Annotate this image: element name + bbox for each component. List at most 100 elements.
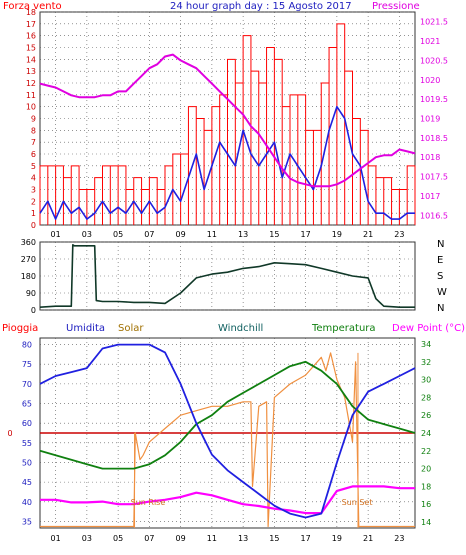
wind-axis-label: Forza vento (3, 1, 62, 12)
compass-label: N (437, 303, 444, 314)
wind-tick-label: 5 (31, 162, 36, 171)
humidity-tick-label: 55 (22, 439, 32, 448)
x-tick-label: 19 (332, 534, 342, 543)
compass-label: S (437, 271, 443, 282)
x-tick-label: 23 (394, 534, 404, 543)
pressure-tick-label: 1019 (420, 115, 440, 124)
x-tick-label: 19 (332, 230, 342, 239)
x-tick-label: 17 (301, 534, 311, 543)
pressure-tick-label: 1019.5 (420, 95, 448, 104)
temperature-tick-label: 16 (421, 500, 431, 509)
x-tick-label: 03 (82, 230, 92, 239)
humidity-tick-label: 40 (22, 498, 32, 507)
solar-series (40, 352, 415, 528)
humidity-tick-label: 70 (22, 380, 32, 389)
wind-tick-label: 0 (31, 221, 36, 230)
x-tick-label: 07 (144, 534, 154, 543)
rain-tick-label: 0 (7, 429, 12, 438)
wind-tick-label: 8 (31, 126, 36, 135)
wind-tick-label: 10 (26, 103, 36, 112)
chart-title: 24 hour graph day : 15 Agosto 2017 (170, 1, 352, 12)
x-tick-label: 11 (207, 534, 217, 543)
pressure-series (39, 53, 416, 188)
x-tick-label: 03 (82, 534, 92, 543)
compass-label: N (437, 239, 444, 250)
temperature-tick-label: 28 (421, 393, 431, 402)
x-tick-label: 21 (363, 230, 373, 239)
temperature-tick-label: 20 (421, 465, 431, 474)
pressure-tick-label: 1021 (420, 37, 440, 46)
x-tick-label: 11 (207, 230, 217, 239)
wind-tick-label: 18 (26, 8, 36, 17)
humidity-tick-label: 75 (22, 360, 32, 369)
humidity-series (39, 343, 416, 519)
pressure-tick-label: 1018.5 (420, 134, 448, 143)
sunset-label: Sun Set (342, 498, 373, 507)
legend-pioggia: Pioggia (2, 323, 38, 334)
direction-tick-label: 0 (31, 306, 36, 315)
sunrise-label: Sun Rise (131, 498, 166, 507)
dew-point-series (40, 485, 415, 515)
temperature-tick-label: 26 (421, 411, 431, 420)
x-tick-label: 01 (51, 534, 61, 543)
x-tick-label: 17 (301, 230, 311, 239)
wind-tick-label: 17 (26, 20, 36, 29)
wind-tick-label: 6 (31, 150, 36, 159)
wind-tick-label: 1 (31, 209, 36, 218)
temperature-tick-label: 18 (421, 482, 431, 491)
wind-tick-label: 15 (26, 44, 36, 53)
wind-tick-label: 7 (31, 138, 36, 147)
humidity-tick-label: 60 (22, 419, 32, 428)
humidity-tick-label: 45 (22, 478, 32, 487)
wind-tick-label: 3 (31, 186, 36, 195)
legend-windchill: Windchill (218, 323, 263, 334)
legend-dew-point: Dew Point (°C) (392, 323, 465, 334)
pressure-tick-label: 1018 (420, 153, 440, 162)
direction-tick-label: 180 (21, 272, 36, 281)
pressure-tick-label: 1020 (420, 76, 440, 85)
x-tick-label: 07 (144, 230, 154, 239)
pressure-tick-label: 1020.5 (420, 56, 448, 65)
wind-tick-label: 9 (31, 115, 36, 124)
temperature-tick-label: 34 (421, 340, 431, 349)
pressure-tick-label: 1021.5 (420, 18, 448, 27)
x-tick-label: 05 (113, 230, 123, 239)
pressure-tick-label: 1017.5 (420, 173, 448, 182)
wind-gust-series (39, 23, 416, 225)
wind-tick-label: 14 (26, 55, 36, 64)
direction-tick-label: 90 (26, 289, 36, 298)
pressure-axis-label: Pressione (372, 1, 420, 12)
x-tick-label: 15 (269, 534, 279, 543)
legend-temperatura: Temperatura (311, 323, 376, 334)
legend-solar: Solar (118, 323, 144, 334)
temperature-tick-label: 22 (421, 447, 431, 456)
humidity-tick-label: 50 (22, 458, 32, 467)
x-tick-label: 09 (176, 230, 186, 239)
temp-humidity-panel: 35 40 45 50 55 60 65 70 75 80 14 16 18 20 22 24 26 28 30 32… (2, 323, 465, 543)
temperature-tick-label: 24 (421, 429, 431, 438)
temperature-tick-label: 32 (421, 358, 431, 367)
humidity-tick-label: 65 (22, 400, 32, 409)
x-tick-label: 15 (269, 230, 279, 239)
avg-wind-series (39, 105, 415, 220)
x-tick-label: 01 (51, 230, 61, 239)
x-tick-label: 05 (113, 534, 123, 543)
legend-umidita: Umidita (66, 323, 105, 334)
x-tick-label: 09 (176, 534, 186, 543)
temperature-tick-label: 30 (421, 376, 431, 385)
compass-label: E (437, 255, 443, 266)
wind-tick-label: 11 (26, 91, 36, 100)
direction-tick-label: 360 (21, 238, 36, 247)
humidity-tick-label: 35 (22, 517, 32, 526)
x-tick-label: 21 (363, 534, 373, 543)
wind-tick-label: 13 (26, 67, 36, 76)
x-tick-label: 23 (394, 230, 404, 239)
wind-tick-label: 4 (31, 174, 36, 183)
direction-tick-label: 270 (21, 255, 36, 264)
wind-direction-series (39, 244, 415, 309)
temperature-tick-label: 14 (421, 518, 431, 527)
wind-tick-label: 2 (31, 197, 36, 206)
